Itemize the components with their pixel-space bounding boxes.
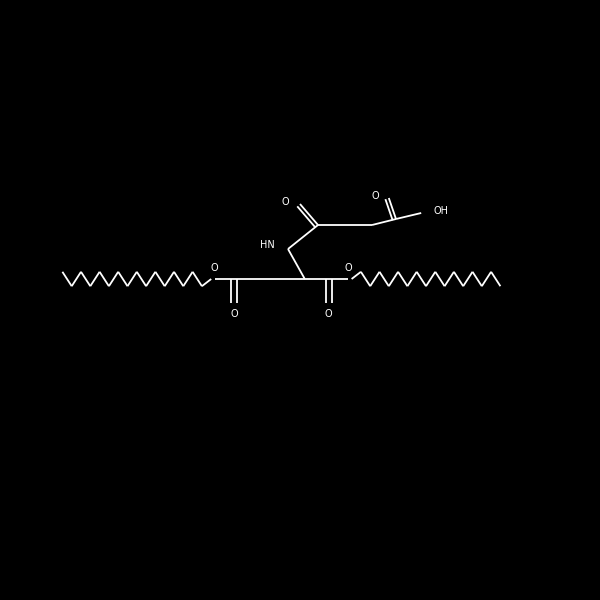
Text: O: O (281, 197, 289, 206)
Text: O: O (371, 191, 379, 200)
Text: O: O (344, 263, 352, 273)
Text: O: O (211, 263, 218, 273)
Text: HN: HN (260, 241, 275, 250)
Text: OH: OH (433, 206, 448, 215)
Text: O: O (230, 309, 238, 319)
Text: O: O (325, 309, 332, 319)
